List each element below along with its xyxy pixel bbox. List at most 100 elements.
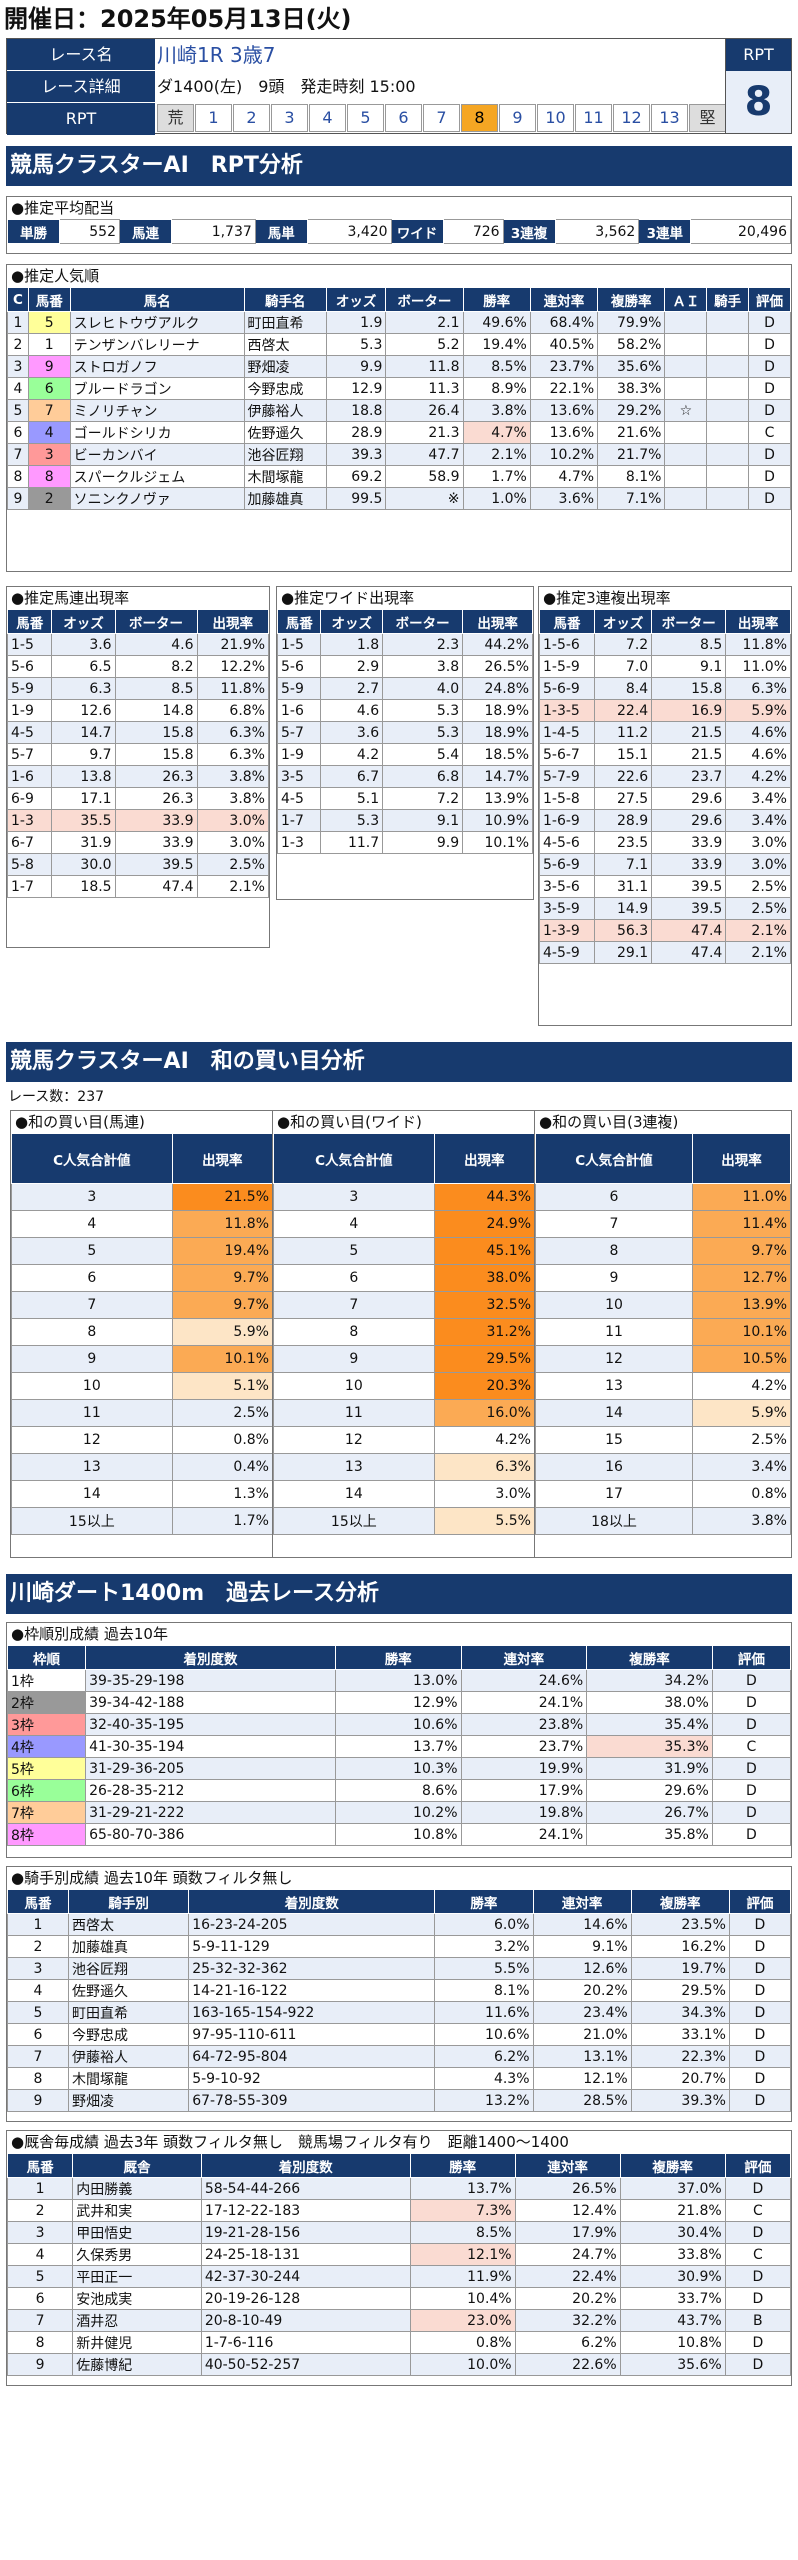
table-cell: 10.6%	[334, 1713, 462, 1736]
table-cell: 11.7	[320, 831, 384, 854]
table-cell: 13.7%	[409, 2177, 516, 2200]
table-cell: 3.8%	[196, 787, 269, 810]
table-cell: 20-8-10-49	[200, 2309, 411, 2332]
table-cell: 1-4-5	[538, 721, 596, 744]
column-header: 勝率	[462, 287, 531, 312]
table-cell: D	[711, 1669, 792, 1692]
table-cell: 24.6%	[460, 1669, 588, 1692]
table-cell: 4	[6, 2243, 74, 2266]
table-cell: 5.5%	[434, 1957, 534, 1980]
table-cell: 4-5-9	[538, 941, 596, 964]
table-cell: 14.7	[51, 721, 116, 744]
sum-value: 3	[11, 1183, 173, 1211]
table-cell: 8.5%	[409, 2221, 516, 2244]
table-cell: 29.5%	[630, 1979, 730, 2002]
table-row: 9 2 ソニンクノヴァ 加藤雄真 99.5 ※ 1.0% 3.6% 7.1% D	[7, 487, 791, 510]
table-cell: 9	[27, 355, 71, 378]
table-cell: 1.7%	[462, 465, 531, 488]
table-cell: D	[748, 311, 791, 334]
sum-value: 12	[535, 1345, 693, 1373]
rpt-scale-item: 8	[461, 104, 498, 132]
table-cell: 56.3	[594, 919, 653, 942]
table-cell: 3.4%	[725, 787, 791, 810]
table-cell: 12.9	[325, 377, 387, 400]
wide-box: ●推定ワイド出現率 馬番 オッズ ボーター 出現率 1-5 1.8 2.3 44.2% 5-6 2…	[276, 586, 534, 900]
table-cell: 31.9	[51, 831, 116, 854]
table-cell: 甲田悟史	[72, 2221, 202, 2244]
table-cell: 2.1%	[725, 941, 791, 964]
table-cell: 3.0%	[725, 831, 791, 854]
table-cell: 3	[6, 2221, 74, 2244]
table-row: 4-5-6 23.5 33.9 3.0%	[538, 831, 791, 854]
table-row: 13 4.2%	[535, 1372, 792, 1400]
sum-value: 16	[535, 1453, 693, 1481]
column-header: ボーター	[385, 287, 464, 312]
table-cell: 1-3-5	[538, 699, 596, 722]
table-cell: 8	[6, 2067, 70, 2090]
table-cell: 6	[7, 421, 29, 444]
table-cell: B	[724, 2309, 792, 2332]
table-cell: 1	[6, 1913, 70, 1936]
table-cell: 3枠	[6, 1713, 87, 1736]
column-header: 厩舎	[72, 2153, 202, 2178]
table-cell: 32.2%	[514, 2309, 621, 2332]
trio-caption: ●推定3連複出現率	[543, 589, 671, 607]
sum-value: 4	[273, 1210, 435, 1238]
table-cell: 2.5%	[725, 875, 791, 898]
column-header: C	[7, 287, 29, 312]
column-header: 馬名	[69, 287, 245, 312]
table-cell: 6枠	[6, 1779, 87, 1802]
sum-value: 12	[11, 1426, 173, 1454]
column-header: 馬番	[27, 287, 71, 312]
table-cell: 5-7	[6, 743, 53, 766]
table-cell: 24.7%	[514, 2243, 621, 2266]
table-cell: 8	[6, 2331, 74, 2354]
table-cell: 33.9	[651, 853, 727, 876]
table-row: 6 11.0%	[535, 1183, 792, 1211]
table-row: 1-5 3.6 4.6 21.9%	[6, 633, 269, 656]
table-cell: D	[728, 1957, 792, 1980]
table-cell: 20.7%	[630, 2067, 730, 2090]
sum-value: 4	[11, 1210, 173, 1238]
table-cell	[706, 487, 750, 510]
section-rpt: 競馬クラスターAI RPT分析	[6, 146, 792, 186]
table-cell: 11.3	[385, 377, 464, 400]
table-row: 5-8 30.0 39.5 2.5%	[6, 853, 269, 876]
table-row: 1-5-9 7.0 9.1 11.0%	[538, 655, 791, 678]
table-cell: 13.6%	[529, 421, 599, 444]
payout-value: 20,496	[690, 219, 791, 244]
table-row: 1 5 スレヒトウヴアルク 町田直希 1.9 2.1 49.6% 68.4% 79.9% D	[7, 311, 791, 334]
table-row: 7 9.7%	[11, 1291, 274, 1319]
table-cell: 31.9%	[586, 1757, 713, 1780]
table-cell: 9.1%	[532, 1935, 632, 1958]
table-cell: 18.9%	[462, 699, 533, 722]
table-row: 1 西啓太 16-23-24-205 6.0% 14.6% 23.5% D	[6, 1913, 792, 1936]
table-cell: 13.7%	[334, 1735, 462, 1758]
sum-rate: 4.2%	[691, 1372, 792, 1400]
sum-rate: 1.3%	[171, 1480, 274, 1508]
sum-value: 15	[535, 1426, 693, 1454]
header-row: 枠順 着別度数 勝率 連対率 複勝率 評価	[6, 1645, 792, 1670]
table-cell: D	[748, 443, 791, 466]
sum-rate: 6.3%	[433, 1453, 536, 1481]
sum-value: 11	[273, 1399, 435, 1427]
table-cell: 13.2%	[434, 2089, 534, 2112]
sum-value: 7	[535, 1210, 693, 1238]
table-cell: 1-6	[276, 699, 322, 722]
popularity-table: C 馬番 馬名 騎手名 オッズ ボーター 勝率 連対率 複勝率 ＡＩ 騎手 評価 1 5 スレヒトウヴアルク…	[7, 287, 791, 510]
table-cell: 38.0%	[586, 1691, 713, 1714]
table-cell: D	[748, 377, 791, 400]
table-row: 1-3-5 22.4 16.9 5.9%	[538, 699, 791, 722]
sum-trio-table: C人気合計値 出現率 6 11.0% 7 11.4% 8 9.7% 9 12.7% 10 13.9% 1…	[535, 1133, 792, 1535]
column-header: 勝率	[434, 1889, 534, 1914]
table-cell: 4.6	[114, 633, 198, 656]
column-header: オッズ	[51, 609, 116, 634]
table-cell: 4-5	[276, 787, 322, 810]
table-cell: 5-6-9	[538, 677, 596, 700]
table-cell: 6.5	[51, 655, 116, 678]
table-cell: 163-165-154-922	[188, 2001, 436, 2024]
table-cell: 5.3	[382, 721, 464, 744]
column-header: 出現率	[171, 1133, 274, 1184]
table-row: 6 9.7%	[11, 1264, 274, 1292]
table-cell: 31-29-21-222	[85, 1801, 336, 1824]
